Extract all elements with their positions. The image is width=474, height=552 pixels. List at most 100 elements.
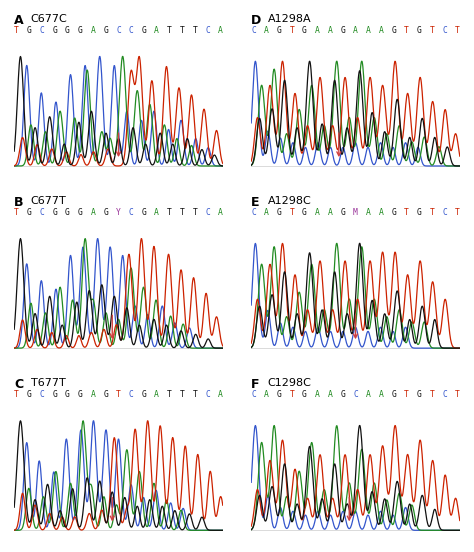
Text: C: C xyxy=(251,390,256,399)
Text: G: G xyxy=(391,208,396,217)
Text: G: G xyxy=(142,26,146,35)
Text: C: C xyxy=(14,378,23,391)
Text: G: G xyxy=(391,26,396,35)
Text: T: T xyxy=(429,208,434,217)
Text: G: G xyxy=(302,390,307,399)
Text: T: T xyxy=(429,390,434,399)
Text: G: G xyxy=(52,208,57,217)
Text: G: G xyxy=(417,208,422,217)
Text: A: A xyxy=(366,208,371,217)
Text: T: T xyxy=(167,26,172,35)
Text: A: A xyxy=(154,208,159,217)
Text: G: G xyxy=(142,390,146,399)
Text: G: G xyxy=(78,208,83,217)
Text: A: A xyxy=(353,26,358,35)
Text: G: G xyxy=(417,26,422,35)
Text: G: G xyxy=(277,208,282,217)
Text: T: T xyxy=(167,390,172,399)
Text: A: A xyxy=(91,26,95,35)
Text: Y: Y xyxy=(116,208,121,217)
Text: G: G xyxy=(27,390,32,399)
Text: A1298A: A1298A xyxy=(268,14,311,24)
Text: A: A xyxy=(315,26,320,35)
Text: A: A xyxy=(154,26,159,35)
Text: A: A xyxy=(315,390,320,399)
Text: G: G xyxy=(340,26,345,35)
Text: C: C xyxy=(129,208,134,217)
Text: T: T xyxy=(14,390,19,399)
Text: A: A xyxy=(154,390,159,399)
Text: A: A xyxy=(328,390,332,399)
Text: A: A xyxy=(91,208,95,217)
Text: T: T xyxy=(180,208,185,217)
Text: A: A xyxy=(218,390,223,399)
Text: C: C xyxy=(353,390,358,399)
Text: G: G xyxy=(277,26,282,35)
Text: T: T xyxy=(192,390,197,399)
Text: T: T xyxy=(404,26,409,35)
Text: A: A xyxy=(14,14,24,27)
Text: A: A xyxy=(218,208,223,217)
Text: G: G xyxy=(302,26,307,35)
Text: C: C xyxy=(205,208,210,217)
Text: C: C xyxy=(40,208,45,217)
Text: G: G xyxy=(65,26,70,35)
Text: G: G xyxy=(103,26,108,35)
Text: T: T xyxy=(192,26,197,35)
Text: A: A xyxy=(328,26,332,35)
Text: A1298C: A1298C xyxy=(268,196,311,206)
Text: C: C xyxy=(205,390,210,399)
Text: B: B xyxy=(14,196,24,209)
Text: T: T xyxy=(429,26,434,35)
Text: A: A xyxy=(379,390,383,399)
Text: G: G xyxy=(417,390,422,399)
Text: A: A xyxy=(366,390,371,399)
Text: E: E xyxy=(251,196,260,209)
Text: C: C xyxy=(129,390,134,399)
Text: A: A xyxy=(379,26,383,35)
Text: A: A xyxy=(264,390,269,399)
Text: T: T xyxy=(455,26,460,35)
Text: T: T xyxy=(180,26,185,35)
Text: C: C xyxy=(251,26,256,35)
Text: C: C xyxy=(442,390,447,399)
Text: G: G xyxy=(78,26,83,35)
Text: C677C: C677C xyxy=(31,14,68,24)
Text: T: T xyxy=(14,26,19,35)
Text: T: T xyxy=(289,26,294,35)
Text: T: T xyxy=(116,390,121,399)
Text: C: C xyxy=(40,26,45,35)
Text: G: G xyxy=(27,208,32,217)
Text: D: D xyxy=(251,14,262,27)
Text: C1298C: C1298C xyxy=(268,378,312,388)
Text: A: A xyxy=(328,208,332,217)
Text: G: G xyxy=(340,208,345,217)
Text: G: G xyxy=(52,390,57,399)
Text: G: G xyxy=(52,26,57,35)
Text: A: A xyxy=(264,26,269,35)
Text: T: T xyxy=(192,208,197,217)
Text: T: T xyxy=(455,208,460,217)
Text: A: A xyxy=(218,26,223,35)
Text: C: C xyxy=(205,26,210,35)
Text: A: A xyxy=(315,208,320,217)
Text: G: G xyxy=(277,390,282,399)
Text: G: G xyxy=(340,390,345,399)
Text: G: G xyxy=(142,208,146,217)
Text: G: G xyxy=(65,208,70,217)
Text: M: M xyxy=(353,208,358,217)
Text: C: C xyxy=(442,208,447,217)
Text: G: G xyxy=(78,390,83,399)
Text: T: T xyxy=(180,390,185,399)
Text: C677T: C677T xyxy=(31,196,66,206)
Text: C: C xyxy=(442,26,447,35)
Text: A: A xyxy=(264,208,269,217)
Text: C: C xyxy=(129,26,134,35)
Text: T: T xyxy=(404,208,409,217)
Text: T677T: T677T xyxy=(31,378,65,388)
Text: G: G xyxy=(391,390,396,399)
Text: C: C xyxy=(116,26,121,35)
Text: T: T xyxy=(289,390,294,399)
Text: T: T xyxy=(167,208,172,217)
Text: G: G xyxy=(65,390,70,399)
